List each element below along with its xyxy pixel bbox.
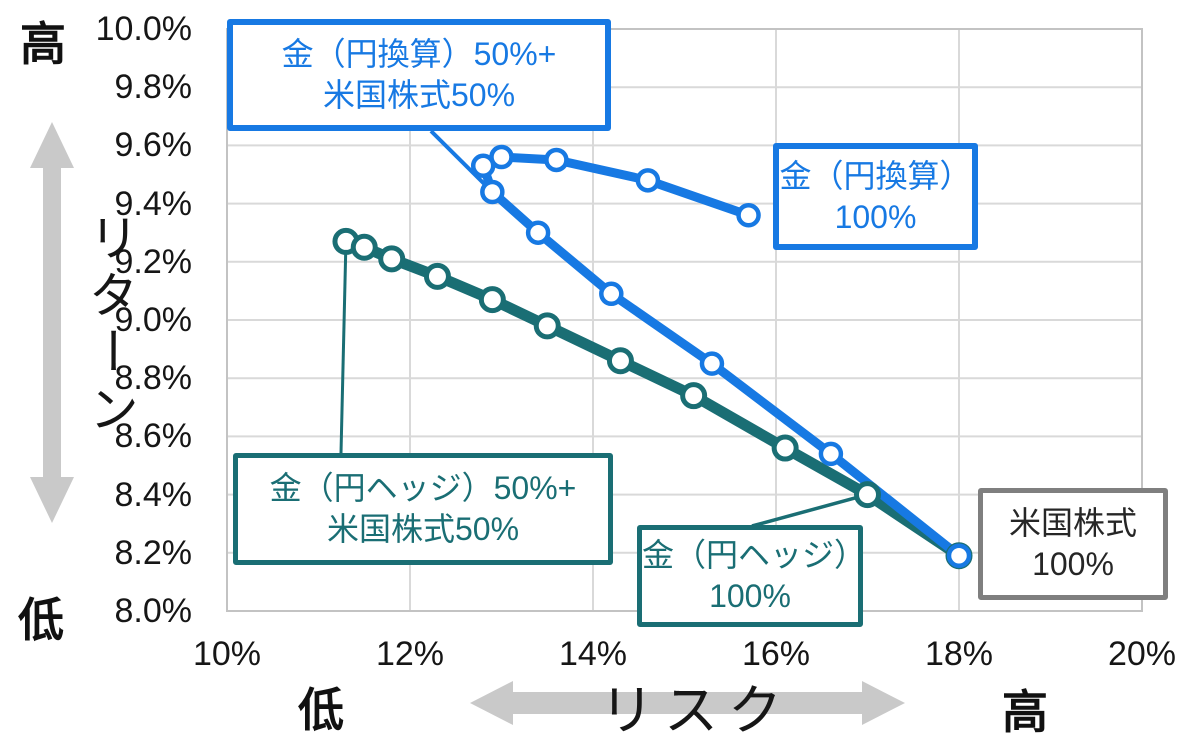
return-low-label: 低 bbox=[18, 594, 64, 646]
y-tick-label: 8.0% bbox=[114, 592, 193, 630]
gold-hedged-frontier-marker bbox=[680, 382, 708, 410]
gold-hedged-frontier-marker bbox=[533, 312, 561, 340]
return-high-label: 高 bbox=[20, 18, 66, 70]
gold-hedged-frontier-marker bbox=[606, 347, 634, 375]
y-tick-label: 9.0% bbox=[114, 301, 193, 339]
gold-hedged-frontier-marker bbox=[350, 233, 378, 261]
return-axis-arrow-icon bbox=[30, 122, 74, 523]
gold-fx-frontier-marker bbox=[635, 168, 661, 193]
risk-axis-arrow-icon bbox=[470, 681, 905, 725]
x-tick-label: 18% bbox=[924, 635, 994, 673]
callout-leader-gold-hedged-100 bbox=[751, 492, 868, 528]
risk-axis-title: リスク bbox=[600, 681, 792, 741]
callout-text-line: 米国株式50% bbox=[322, 77, 516, 113]
callout-text-line: 金（円換算）50%+ bbox=[281, 36, 557, 73]
x-tick-label: 14% bbox=[558, 635, 628, 673]
callout-text-line: 100% bbox=[1032, 546, 1114, 582]
callout-text-line: 100% bbox=[834, 198, 917, 235]
x-tick-label: 20% bbox=[1107, 635, 1177, 673]
gold-hedged-frontier-marker bbox=[478, 286, 506, 314]
callout-gold-fx-100: 金（円換算） 100% bbox=[773, 143, 978, 250]
gold-fx-frontier-marker bbox=[818, 441, 844, 467]
gold-hedged-frontier-marker bbox=[771, 434, 799, 462]
gold-fx-frontier-marker bbox=[470, 153, 496, 179]
callout-gold-hedged-100: 金（円ヘッジ） 100% bbox=[637, 525, 867, 627]
y-tick-label: 8.4% bbox=[114, 475, 193, 514]
risk-low-label: 低 bbox=[298, 684, 344, 736]
risk-high-label: 高 bbox=[1002, 686, 1048, 738]
callout-text-line: 金（円ヘッジ） bbox=[642, 537, 867, 574]
callout-leader-gold-hedged-blend bbox=[339, 241, 348, 454]
y-tick-label: 9.6% bbox=[114, 126, 193, 165]
x-tick-label: 12% bbox=[375, 635, 445, 673]
gold-fx-frontier-marker bbox=[699, 351, 725, 376]
y-tick-label: 10.0% bbox=[95, 10, 192, 48]
y-tick-label: 8.8% bbox=[114, 359, 193, 398]
callout-text-line: 金（円ヘッジ）50%+ bbox=[269, 470, 577, 507]
x-tick-label: 10% bbox=[192, 635, 262, 673]
gold-fx-frontier-marker bbox=[946, 543, 972, 568]
callout-text-line: 米国株式50% bbox=[326, 511, 520, 547]
callout-text-line: 100% bbox=[709, 578, 791, 614]
y-tick-label: 8.6% bbox=[114, 417, 193, 456]
y-tick-label: 8.2% bbox=[114, 533, 193, 572]
gold-fx-frontier-marker bbox=[525, 220, 551, 245]
gold-hedged-frontier-marker bbox=[378, 245, 406, 273]
gold-fx-frontier-marker bbox=[544, 147, 569, 173]
callout-text-line: 金（円換算） bbox=[779, 157, 972, 194]
gold-hedged-frontier-marker bbox=[423, 262, 451, 290]
callout-leader-gold-fx-blend bbox=[429, 129, 494, 194]
gold-fx-frontier-marker bbox=[480, 179, 505, 205]
callout-gold-fx-blend: 金（円換算）50%+ 米国株式50% bbox=[227, 19, 611, 131]
y-tick-label: 9.4% bbox=[114, 184, 193, 223]
series-layer bbox=[332, 129, 973, 570]
callout-us-equity-100: 米国株式 100% bbox=[978, 488, 1168, 600]
callout-text-line: 米国株式 bbox=[1008, 505, 1137, 542]
gold-fx-frontier-marker bbox=[736, 202, 761, 228]
x-tick-label: 16% bbox=[741, 635, 811, 673]
callout-gold-hedged-blend: 金（円ヘッジ）50%+ 米国株式50% bbox=[233, 453, 613, 565]
gold-hedged-frontier-marker bbox=[854, 481, 881, 509]
return-axis-title: リターン bbox=[82, 212, 138, 440]
gold-fx-frontier-marker bbox=[599, 281, 624, 307]
y-tick-label: 9.8% bbox=[114, 68, 193, 107]
y-tick-label: 9.2% bbox=[114, 242, 193, 281]
